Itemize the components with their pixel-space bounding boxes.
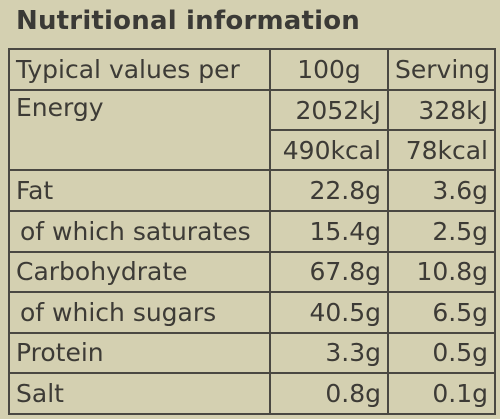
row-label: Salt (8, 371, 271, 416)
panel-title: Nutritional information (16, 6, 361, 36)
row-value-serving: 3.6g (387, 169, 496, 213)
row-value-serving: 10.8g (387, 250, 496, 293)
table-header-row: Typical values per 100g Serving (8, 47, 496, 92)
row-label: Carbohydrate (8, 250, 271, 293)
row-label: Protein (8, 331, 271, 374)
row-value-100g: 67.8g (269, 250, 389, 293)
energy-kj-row: Energy 2052kJ 328kJ (8, 89, 496, 172)
row-value-serving: 2.5g (387, 210, 496, 253)
table-row: Carbohydrate 67.8g 10.8g (8, 250, 496, 293)
row-value-100g: 40.5g (269, 290, 389, 334)
table-row: of which saturates 15.4g 2.5g (8, 210, 496, 253)
row-value-100g: 0.8g (269, 371, 389, 416)
row-label: of which sugars (8, 290, 271, 334)
energy-kj-serving: 328kJ (387, 89, 496, 132)
nutrition-table: Typical values per 100g Serving Energy 2… (8, 47, 496, 416)
table-row: Salt 0.8g 0.1g (8, 371, 496, 416)
row-label: Fat (8, 169, 271, 213)
row-value-100g: 22.8g (269, 169, 389, 213)
row-value-100g: 15.4g (269, 210, 389, 253)
row-label: of which saturates (8, 210, 271, 253)
table-row: Protein 3.3g 0.5g (8, 331, 496, 374)
energy-kcal-row: 490kcal 78kcal (9, 129, 496, 172)
header-100g: 100g (269, 47, 389, 92)
row-value-serving: 0.1g (387, 371, 496, 416)
row-value-100g: 3.3g (269, 331, 389, 374)
table-row: Fat 22.8g 3.6g (8, 169, 496, 213)
energy-kj-100g: 2052kJ (269, 89, 389, 132)
energy-label: Energy (8, 89, 271, 172)
header-serving: Serving (387, 47, 496, 92)
table-row: of which sugars 40.5g 6.5g (8, 290, 496, 334)
header-label: Typical values per (8, 47, 271, 92)
row-value-serving: 6.5g (387, 290, 496, 334)
energy-kcal-serving: 78kcal (387, 129, 496, 172)
row-value-serving: 0.5g (387, 331, 496, 374)
energy-kcal-100g: 490kcal (269, 129, 389, 172)
